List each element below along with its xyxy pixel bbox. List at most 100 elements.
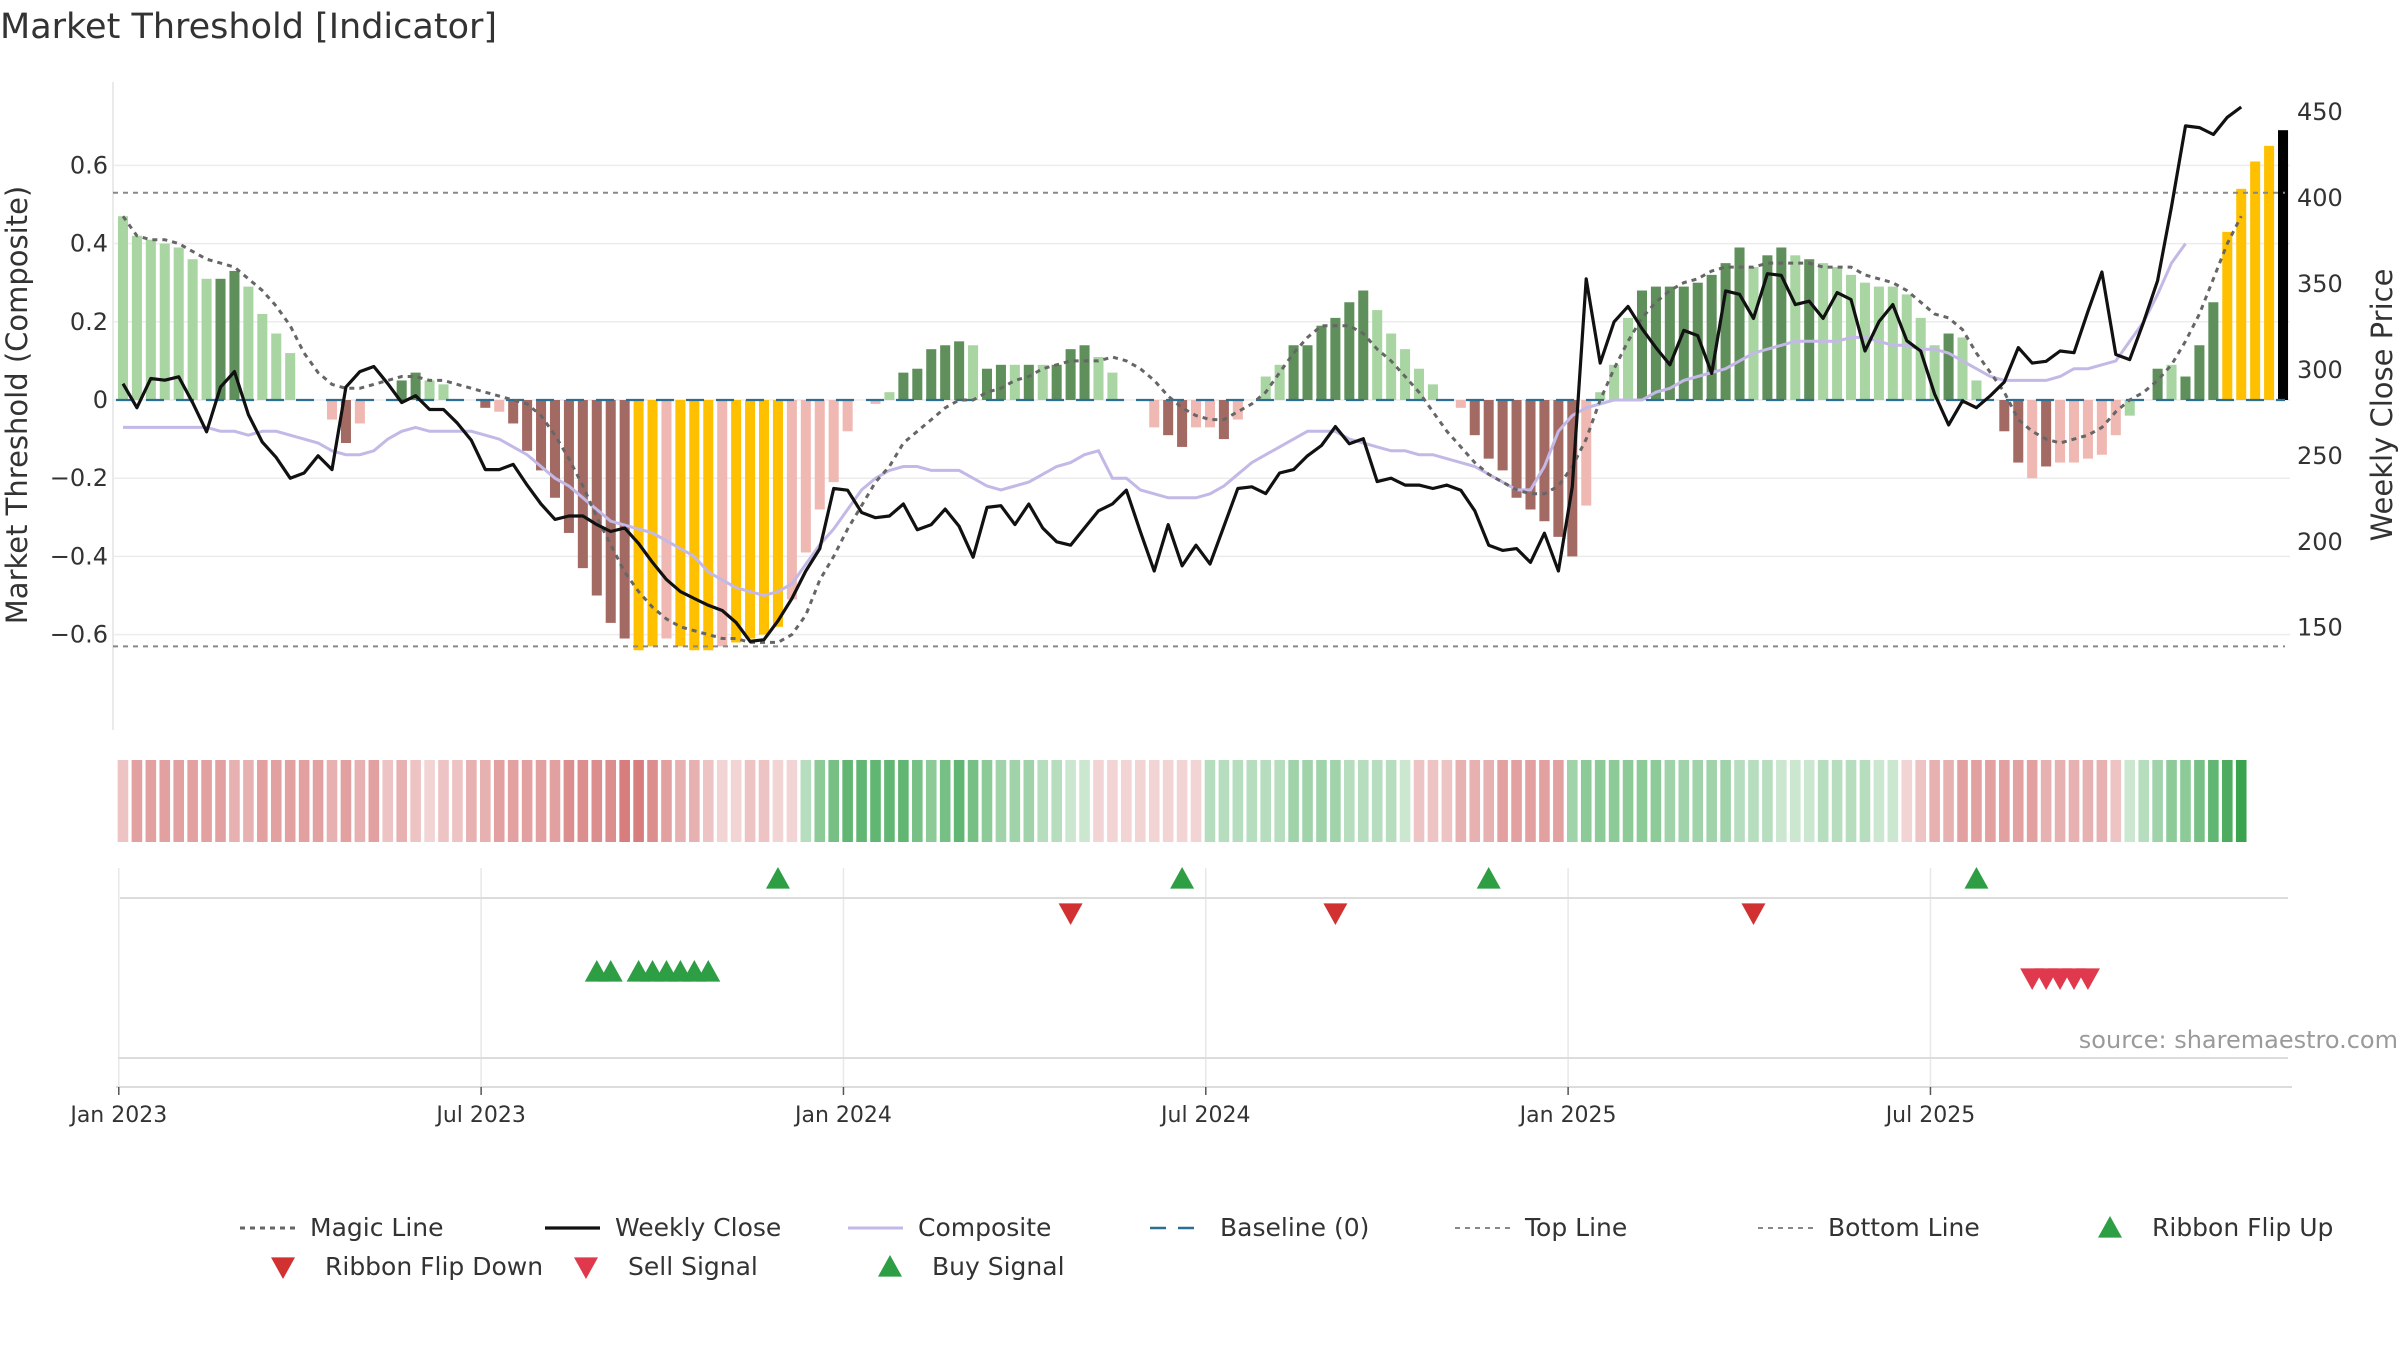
- ribbon-segment: [298, 760, 310, 842]
- composite-bar: [1163, 400, 1174, 436]
- x-tick-label: Jan 2025: [1518, 1103, 1617, 1128]
- ribbon-segment: [270, 760, 282, 842]
- composite-bar: [954, 341, 965, 400]
- ribbon-segment: [1999, 760, 2010, 842]
- ribbon-segment: [1176, 760, 1188, 842]
- composite-bar: [536, 400, 547, 471]
- legend-label: Baseline (0): [1220, 1213, 1369, 1242]
- composite-bar: [1511, 400, 1522, 498]
- composite-bar: [1957, 337, 1968, 400]
- ribbon-segment: [1608, 760, 1620, 842]
- chart-title: Market Threshold [Indicator]: [0, 7, 497, 47]
- legend-item: Sell Signal: [574, 1252, 758, 1281]
- x-tick-label: Jan 2024: [793, 1103, 892, 1128]
- ribbon-segment: [159, 760, 171, 842]
- ribbon-segment: [1093, 760, 1104, 842]
- composite-bar: [605, 400, 616, 623]
- composite-bar: [1678, 286, 1689, 400]
- y-tick-label-right: 450: [2297, 98, 2343, 126]
- ribbon-segment: [1399, 760, 1411, 842]
- ribbon-segment: [1288, 760, 1299, 842]
- buy-signal-marker: [696, 960, 721, 982]
- composite-bar: [1623, 317, 1634, 400]
- composite-bar: [2208, 302, 2219, 400]
- composite-bar: [1469, 400, 1480, 436]
- composite-bar: [2250, 161, 2261, 400]
- ribbon-segment: [870, 760, 881, 842]
- composite-bar: [1971, 380, 1982, 400]
- legend-item: Ribbon Flip Down: [271, 1252, 543, 1281]
- weekly-close-line: [121, 105, 2243, 643]
- ribbon-segment: [716, 760, 728, 842]
- y-tick-label-right: 400: [2297, 184, 2343, 212]
- composite-bar: [1748, 267, 1759, 400]
- ribbon-segment: [744, 760, 756, 842]
- composite-bar: [731, 400, 742, 643]
- ribbon-segment: [1859, 760, 1871, 842]
- composite-bar: [257, 313, 268, 400]
- ribbon-segment: [856, 760, 867, 842]
- composite-bar: [1302, 345, 1313, 400]
- ribbon-segment: [912, 760, 923, 842]
- ribbon-segment: [2012, 760, 2024, 842]
- ribbon-segment: [2054, 760, 2066, 842]
- ribbon-segment: [215, 760, 226, 842]
- ribbon-segment: [1009, 760, 1021, 842]
- composite-bar: [898, 372, 909, 400]
- composite-bar: [1051, 364, 1062, 400]
- composite-bar: [828, 400, 839, 483]
- composite-bar: [786, 400, 797, 600]
- composite-bar: [145, 239, 156, 400]
- composite-bar: [1901, 294, 1912, 400]
- ribbon-segment: [1789, 760, 1801, 842]
- composite-bar: [1859, 282, 1870, 400]
- composite-bar: [1483, 400, 1494, 459]
- composite-bar: [131, 235, 142, 400]
- composite-bar: [1943, 333, 1954, 400]
- ribbon-segment: [1943, 760, 1954, 842]
- ribbon-segment: [1302, 760, 1313, 842]
- legend-item: Weekly Close: [545, 1213, 781, 1242]
- ribbon-segment: [145, 760, 157, 842]
- ribbon-segment: [2152, 760, 2163, 842]
- ribbon-segment: [2208, 760, 2219, 842]
- buy-signal-marker: [598, 960, 623, 982]
- legend-label: Buy Signal: [932, 1252, 1065, 1281]
- y-tick-label-right: 150: [2297, 614, 2343, 642]
- ribbon-segment: [967, 760, 979, 842]
- ribbon-segment: [2166, 760, 2177, 842]
- ribbon-segment: [1706, 760, 1717, 842]
- y-tick-label-right: 300: [2297, 356, 2343, 384]
- composite-bar: [173, 247, 184, 400]
- legend-swatch-buy-signal: [878, 1255, 902, 1277]
- ribbon-segment: [1162, 760, 1174, 842]
- ribbon-segment: [312, 760, 324, 842]
- composite-bar: [661, 400, 672, 639]
- composite-bar: [1804, 259, 1815, 400]
- composite-bar: [1832, 267, 1843, 400]
- ribbon-segment: [480, 760, 491, 842]
- ribbon-segment: [1692, 760, 1704, 842]
- composite-bar: [2194, 345, 2205, 400]
- composite-bar: [438, 384, 449, 400]
- composite-bar: [229, 270, 240, 400]
- composite-bar: [187, 259, 198, 400]
- ribbon-segment: [591, 760, 603, 842]
- legend-item: Composite: [848, 1213, 1051, 1242]
- composite-bar: [1999, 400, 2010, 432]
- composite-bar: [2068, 400, 2080, 463]
- composite-bar: [243, 286, 254, 400]
- ribbon-segment: [1831, 760, 1843, 842]
- composite-bar: [1497, 400, 1508, 471]
- composite-bar: [1581, 400, 1592, 506]
- ribbon-segment: [117, 760, 129, 842]
- composite-bar: [1873, 286, 1884, 400]
- ribbon-segment: [1985, 760, 1996, 842]
- composite-bar: [940, 345, 951, 400]
- composite-bar: [1274, 364, 1285, 400]
- composite-bar: [2027, 400, 2038, 479]
- ribbon-segment: [354, 760, 366, 842]
- composite-bar: [396, 380, 407, 400]
- composite-bar: [995, 364, 1006, 400]
- y-tick-label-right: 200: [2297, 528, 2343, 556]
